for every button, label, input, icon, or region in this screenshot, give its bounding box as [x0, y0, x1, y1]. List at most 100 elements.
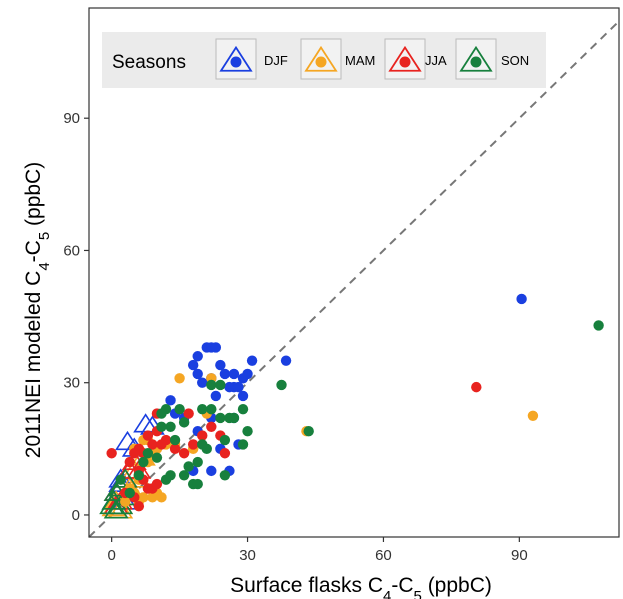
- data-point-mam: [527, 410, 539, 421]
- data-point-son: [242, 426, 253, 437]
- data-point-djf: [187, 359, 199, 371]
- y-tick-label: 0: [72, 507, 80, 524]
- data-point-djf: [233, 381, 244, 393]
- data-point-son: [169, 434, 181, 446]
- legend-triangle-jja: [388, 45, 422, 72]
- y-tick-label: 60: [63, 242, 80, 259]
- data-point-jja: [183, 408, 194, 419]
- data-point-son: [206, 379, 217, 391]
- data-point-jja: [129, 448, 140, 459]
- data-point-mam: [120, 496, 131, 507]
- data-point-son: [593, 320, 604, 331]
- data-point-son: [178, 470, 190, 481]
- data-point-djf: [237, 390, 249, 402]
- legend-triangle-mam: [304, 45, 338, 72]
- data-point-son: [228, 412, 240, 424]
- data-point-jja: [133, 500, 145, 512]
- x-tick-label: 0: [107, 547, 115, 564]
- data-point-son: [197, 403, 208, 415]
- data-point-jja: [178, 448, 190, 459]
- data-point-son: [183, 461, 194, 472]
- data-point-djf: [210, 390, 222, 402]
- legend-dot-jja: [399, 56, 411, 68]
- data-point-son: [276, 379, 287, 391]
- legend-label-son: SON: [501, 53, 529, 68]
- data-point-son: [165, 421, 176, 432]
- plot-area: [88, 20, 620, 538]
- data-point-jja: [147, 439, 158, 450]
- data-point-son: [156, 421, 167, 432]
- data-point-son: [178, 417, 190, 428]
- data-point-son: [138, 456, 149, 468]
- axes: 0 30 60 90 0 30 60 90: [63, 7, 620, 564]
- plot-panel-border: [88, 7, 620, 538]
- data-point-jja: [169, 443, 181, 455]
- legend-title: Seasons: [112, 52, 186, 73]
- legend-dot-djf: [230, 56, 242, 68]
- data-point-jja: [219, 448, 231, 459]
- data-point-djf: [192, 351, 203, 362]
- legend-label-djf: DJF: [264, 53, 288, 68]
- data-point-jja: [471, 381, 482, 393]
- data-point-jja: [124, 456, 135, 468]
- data-point-djf: [192, 368, 203, 380]
- data-point-jja: [206, 421, 217, 432]
- data-point-jja: [156, 439, 167, 450]
- data-point-son: [197, 439, 208, 450]
- legend-dot-son: [470, 56, 482, 68]
- x-tick-label: 90: [511, 547, 528, 564]
- data-point-djf: [206, 465, 217, 477]
- legend-label-jja: JJA: [425, 53, 447, 68]
- data-point-son: [160, 474, 172, 485]
- data-point-djf: [228, 368, 240, 380]
- data-point-son: [133, 470, 145, 481]
- data-point-son: [174, 403, 185, 415]
- y-axis-title: 2011NEI modeled C4-C5 (ppbC): [22, 162, 53, 458]
- data-point-djf: [246, 355, 258, 366]
- data-point-djf: [215, 359, 226, 371]
- data-point-jja: [197, 430, 208, 441]
- y-tick-label: 30: [63, 375, 80, 392]
- data-point-son: [206, 403, 217, 415]
- one-to-one-reference-line: [88, 20, 620, 538]
- data-point-jja: [142, 483, 154, 494]
- data-point-jja: [142, 430, 154, 441]
- data-point-mam: [156, 492, 167, 503]
- data-triangle-son: [99, 494, 125, 515]
- data-point-son: [303, 426, 314, 437]
- data-point-djf: [224, 381, 235, 393]
- data-point-son: [237, 439, 249, 450]
- data-point-mam: [174, 373, 185, 384]
- data-point-son: [215, 412, 226, 424]
- legend-label-mam: MAM: [345, 53, 375, 68]
- data-point-son: [219, 434, 231, 446]
- legend-triangle-djf: [219, 45, 253, 72]
- data-point-son: [142, 448, 154, 459]
- legend: Seasons DJF MAM JJA SON: [102, 32, 546, 88]
- y-tick-label: 90: [63, 110, 80, 127]
- data-point-djf: [516, 293, 527, 305]
- data-point-djf: [210, 342, 222, 353]
- data-point-djf: [197, 377, 208, 388]
- data-point-son: [192, 456, 203, 468]
- legend-triangle-son: [459, 45, 493, 72]
- data-point-son: [237, 403, 249, 415]
- data-point-jja: [106, 448, 117, 459]
- data-point-son: [124, 487, 135, 499]
- data-point-djf: [280, 355, 292, 366]
- data-point-son: [151, 452, 163, 463]
- data-point-son: [192, 478, 203, 490]
- legend-dot-mam: [315, 56, 327, 68]
- data-point-jja: [187, 439, 199, 450]
- data-point-djf: [242, 368, 253, 380]
- data-point-son: [156, 408, 167, 419]
- data-point-djf: [219, 368, 231, 380]
- x-tick-label: 60: [375, 547, 392, 564]
- x-tick-label: 30: [239, 547, 256, 564]
- data-point-son: [215, 379, 226, 391]
- data-point-son: [219, 470, 231, 481]
- data-point-jja: [151, 478, 163, 490]
- data-point-son: [115, 474, 126, 485]
- x-axis-title: Surface flasks C4-C5 (ppbC): [230, 574, 492, 599]
